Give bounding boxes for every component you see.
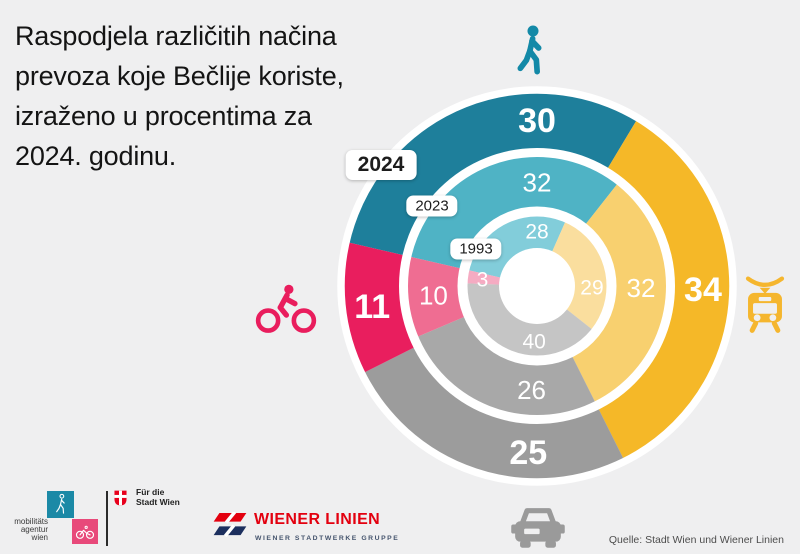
wiener-linien-logo-icon: [213, 512, 247, 537]
page-title: Raspodjela različitih načina prevoza koj…: [15, 16, 475, 176]
stadt-wien-label: Für die Stadt Wien: [136, 487, 180, 507]
mobilitaetsagentur-label: mobilitäts agentur wien: [2, 518, 48, 542]
segment-value-label: 3: [477, 268, 489, 291]
title-line: 2024. godinu.: [15, 141, 177, 171]
footer-divider: [106, 491, 108, 546]
segment-value-label: 11: [354, 288, 390, 326]
walker-icon: [517, 25, 542, 75]
mobilitaetsagentur-bike-square: [72, 519, 98, 544]
segment-value-label: 40: [522, 330, 545, 353]
mobilitaetsagentur-line: wien: [31, 533, 48, 542]
mobilitaetsagentur-line: mobilitäts: [14, 517, 48, 526]
wien-shield-icon: [114, 490, 127, 506]
bicycle-icon: [255, 284, 317, 333]
year-pill-2023: 2023: [406, 195, 458, 217]
segment-value-label: 25: [509, 434, 547, 472]
tram-icon: [745, 276, 785, 333]
donut-segment-2024-bicycle: [340, 241, 419, 374]
year-pill-2024: 2024: [345, 150, 417, 180]
donut-segment-1993-bicycle: [462, 269, 504, 285]
segment-value-label: 30: [518, 102, 556, 140]
donut-rings-svg: 30 34 25 11 32 32 26 10 28 29 40 3: [337, 86, 737, 486]
ring-separator: [457, 206, 617, 366]
source-caption: Quelle: Stadt Wien und Wiener Linien: [608, 534, 784, 546]
segment-value-label: 32: [627, 273, 656, 303]
stadt-wien-line: Für die: [136, 487, 165, 497]
donut-segment-2024-public-transit: [596, 118, 733, 462]
title-line: Raspodjela različitih načina: [15, 21, 337, 51]
segment-value-label: 29: [580, 277, 603, 300]
car-icon: [511, 508, 565, 548]
wiener-linien-wordmark: WIENER LINIEN: [254, 511, 381, 528]
wiener-stadtwerke-label: WIENER STADTWERKE GRUPPE: [255, 535, 400, 542]
modal-split-donut-chart: 30 34 25 11 32 32 26 10 28 29 40 3: [327, 76, 747, 496]
title-line: izraženo u procentima za: [15, 101, 312, 131]
segment-value-label: 34: [684, 271, 722, 309]
stadt-wien-line: Stadt Wien: [136, 496, 180, 507]
mobilitaetsagentur-walker-square: [47, 491, 74, 518]
donut-segment-2023-bicycle: [403, 256, 469, 338]
walker-outline-icon: [55, 493, 65, 514]
segment-value-label: 10: [419, 280, 448, 310]
bicycle-outline-icon: [75, 525, 95, 539]
segment-value-label: 26: [517, 375, 546, 405]
segment-value-label: 28: [525, 221, 548, 244]
title-line: prevoza koje Bečlije koriste,: [15, 61, 344, 91]
year-pill-1993: 1993: [450, 238, 502, 260]
ring-separator: [399, 148, 675, 424]
donut-hole: [499, 248, 575, 324]
segment-value-label: 32: [523, 167, 552, 197]
ring-separator: [337, 86, 737, 486]
mobilitaetsagentur-line: agentur: [20, 525, 48, 534]
